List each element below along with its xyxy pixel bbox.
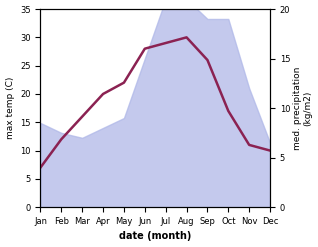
Y-axis label: max temp (C): max temp (C) — [5, 77, 15, 139]
X-axis label: date (month): date (month) — [119, 231, 191, 242]
Y-axis label: med. precipitation
(kg/m2): med. precipitation (kg/m2) — [293, 66, 313, 150]
